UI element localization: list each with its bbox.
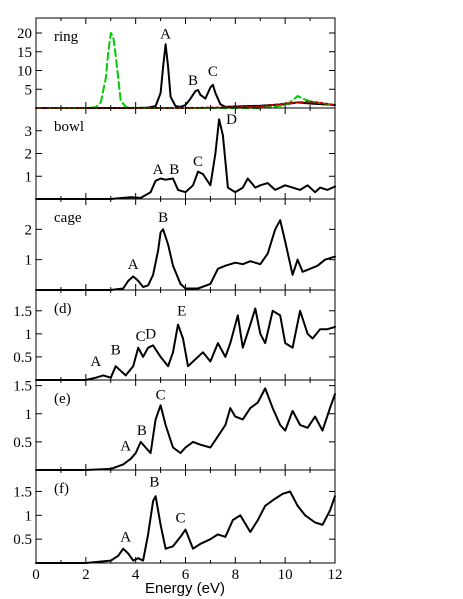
panel-4: 0.5 1 1.5 (e) AB C [13, 379, 336, 471]
peak-label-C: C [156, 388, 166, 404]
x-axis: 0 2 4 6 8 10 12 [32, 567, 342, 583]
series-line-solid [35, 43, 336, 109]
x-tick-label: 0 [32, 567, 40, 583]
peak-label-B: B [111, 343, 121, 359]
series-line-solid [35, 307, 336, 381]
y-tick-label: 0.5 [13, 350, 32, 366]
x-tick-label: 10 [278, 567, 293, 583]
panel-frame [35, 17, 336, 109]
panel-label: (e) [54, 391, 71, 407]
peak-label-C: C [208, 64, 218, 80]
y-tick-label: 15 [17, 45, 32, 61]
panel-label: (f) [54, 481, 69, 497]
x-tick-label: 2 [82, 567, 90, 583]
y-tick-label: 2 [25, 147, 33, 163]
peak-label-B: B [169, 162, 179, 178]
y-tick-label: 10 [17, 64, 32, 80]
peak-label-A: A [120, 530, 131, 546]
panel-1: 1 2 3 bowl A B C D [25, 107, 336, 200]
peak-label-B: B [188, 73, 198, 89]
peak-label-C: C [176, 510, 186, 526]
peak-label-B: B [149, 475, 159, 491]
peak-label-A: A [128, 257, 139, 273]
y-tick-label: 1.5 [13, 304, 32, 320]
series-line-solid [35, 490, 336, 564]
y-tick-label: 5 [25, 82, 33, 98]
peak-label-C: C [193, 154, 203, 170]
series-line-dashed [35, 32, 336, 109]
y-tick-label: 2 [25, 222, 33, 238]
y-tick-label: 0.5 [13, 532, 32, 548]
y-tick-label: 1 [25, 407, 33, 423]
y-tick-label: 1 [25, 508, 33, 524]
y-tick-label: 1 [25, 327, 33, 343]
peak-label-C: C [136, 329, 146, 345]
y-tick-label: 3 [25, 124, 33, 140]
panel-0: 5 10 15 20 ring A BC [17, 17, 336, 109]
series-line-solid [35, 219, 336, 291]
panel-label: (d) [54, 301, 72, 317]
peak-label-D: D [226, 112, 237, 128]
y-tick-label: 1 [25, 169, 33, 185]
peak-label-E: E [177, 303, 186, 319]
x-tick-label: 4 [132, 567, 140, 583]
peak-label-A: A [90, 354, 101, 370]
panel-label: cage [54, 210, 82, 226]
y-tick-label: 1.5 [13, 484, 32, 500]
y-tick-label: 1 [25, 253, 33, 269]
panel-label: ring [54, 29, 79, 45]
peak-label-B: B [158, 210, 168, 226]
peak-label-A: A [120, 438, 131, 454]
x-tick-label: 8 [232, 567, 240, 583]
panel-5: 0.5 1 1.5 (f) A B C [13, 469, 336, 564]
peak-label-B: B [137, 423, 147, 439]
x-tick-label: 6 [182, 567, 190, 583]
panel-label: bowl [54, 119, 84, 135]
peak-label-A: A [160, 27, 171, 43]
y-tick-label: 1.5 [13, 379, 32, 395]
peak-label-D: D [145, 326, 156, 342]
series-line-solid [35, 387, 336, 471]
panel-3: 0.5 1 1.5 (d) ABC D E [13, 289, 336, 381]
panel-frame [35, 379, 336, 471]
x-axis-title: Energy (eV) [145, 580, 225, 597]
x-tick-label: 12 [328, 567, 343, 583]
y-tick-label: 0.5 [13, 435, 32, 451]
y-tick-label: 20 [17, 26, 32, 42]
series-line-solid [35, 118, 336, 200]
panel-2: 1 2 cage A B [25, 198, 336, 291]
peak-label-A: A [153, 162, 164, 178]
